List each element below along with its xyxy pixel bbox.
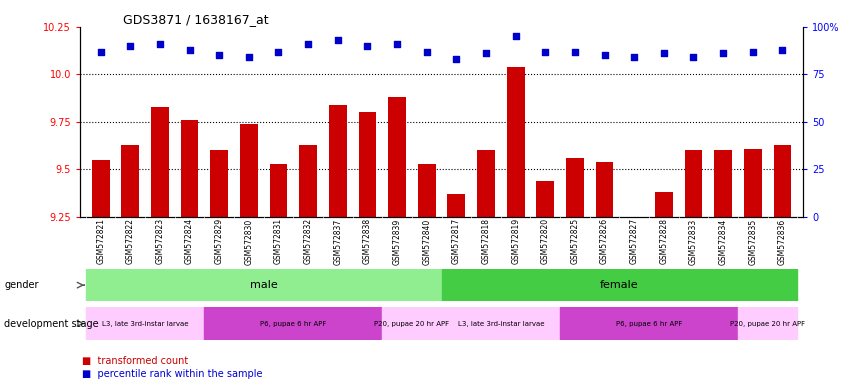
Bar: [210, 151, 228, 217]
Bar: [121, 145, 139, 217]
Bar: [389, 97, 406, 217]
Bar: [442, 269, 797, 301]
Text: gender: gender: [4, 280, 39, 290]
Text: L3, late 3rd-instar larvae: L3, late 3rd-instar larvae: [102, 321, 188, 326]
Bar: [442, 307, 560, 340]
Point: [775, 46, 789, 53]
Point: [450, 56, 463, 62]
Bar: [204, 307, 383, 340]
Point: [657, 50, 670, 56]
Text: ■  percentile rank within the sample: ■ percentile rank within the sample: [82, 369, 262, 379]
Point: [420, 48, 433, 55]
Bar: [560, 307, 738, 340]
Text: P6, pupae 6 hr APF: P6, pupae 6 hr APF: [616, 321, 682, 326]
Point: [390, 41, 404, 47]
Text: P20, pupae 20 hr APF: P20, pupae 20 hr APF: [730, 321, 805, 326]
Point: [479, 50, 493, 56]
Bar: [383, 307, 442, 340]
Bar: [358, 113, 376, 217]
Bar: [626, 217, 643, 219]
Bar: [537, 181, 554, 217]
Bar: [92, 160, 109, 217]
Point: [272, 48, 285, 55]
Bar: [738, 307, 797, 340]
Bar: [418, 164, 436, 217]
Point: [182, 46, 196, 53]
Bar: [181, 120, 198, 217]
Point: [94, 48, 108, 55]
Point: [124, 43, 137, 49]
Point: [538, 48, 552, 55]
Point: [153, 41, 167, 47]
Bar: [655, 192, 673, 217]
Text: P20, pupae 20 hr APF: P20, pupae 20 hr APF: [374, 321, 449, 326]
Point: [331, 37, 345, 43]
Bar: [507, 67, 525, 217]
Bar: [270, 164, 288, 217]
Bar: [685, 151, 702, 217]
Bar: [744, 149, 762, 217]
Bar: [151, 107, 169, 217]
Text: development stage: development stage: [4, 318, 99, 329]
Point: [687, 54, 701, 60]
Text: female: female: [600, 280, 638, 290]
Bar: [86, 269, 442, 301]
Point: [361, 43, 374, 49]
Point: [213, 52, 226, 58]
Point: [569, 48, 582, 55]
Bar: [714, 151, 732, 217]
Text: ■  transformed count: ■ transformed count: [82, 356, 188, 366]
Point: [509, 33, 522, 40]
Point: [598, 52, 611, 58]
Text: GDS3871 / 1638167_at: GDS3871 / 1638167_at: [124, 13, 269, 26]
Text: male: male: [250, 280, 278, 290]
Text: L3, late 3rd-instar larvae: L3, late 3rd-instar larvae: [458, 321, 544, 326]
Bar: [595, 162, 613, 217]
Bar: [447, 194, 465, 217]
Point: [242, 54, 256, 60]
Bar: [329, 105, 346, 217]
Bar: [299, 145, 317, 217]
Bar: [86, 307, 204, 340]
Bar: [774, 145, 791, 217]
Point: [301, 41, 315, 47]
Bar: [566, 158, 584, 217]
Point: [717, 50, 730, 56]
Bar: [240, 124, 257, 217]
Point: [746, 48, 759, 55]
Bar: [477, 151, 495, 217]
Text: P6, pupae 6 hr APF: P6, pupae 6 hr APF: [260, 321, 326, 326]
Point: [627, 54, 641, 60]
